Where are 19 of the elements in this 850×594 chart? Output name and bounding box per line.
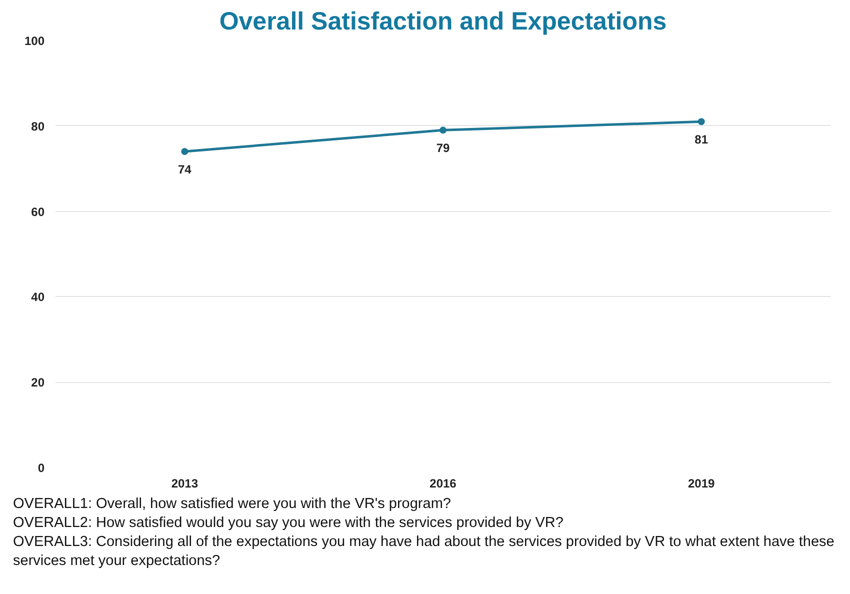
x-tick-label: 2019 xyxy=(688,476,716,490)
y-tick-label: 20 xyxy=(31,376,45,390)
chart-title: Overall Satisfaction and Expectations xyxy=(219,8,667,36)
y-tick-label: 80 xyxy=(31,119,45,134)
x-tick-label: 2016 xyxy=(430,476,457,490)
data-label: 79 xyxy=(436,141,450,156)
point xyxy=(181,148,188,156)
data-label: 74 xyxy=(178,162,192,177)
point xyxy=(698,118,705,126)
data-label: 81 xyxy=(694,132,708,147)
y-tick-label: 40 xyxy=(31,290,45,304)
text: OVERALL1: Overall, how satisfied were you with the VR's program? xyxy=(13,495,452,514)
y-tick-label: 0 xyxy=(38,461,45,475)
text: OVERALL2: How satisfied would you say you were with the services provided by VR? xyxy=(13,514,564,533)
point xyxy=(440,126,446,134)
text: OVERALL3: Considering all of the expectations you may have had about the services provided by VR to what extent have these services met your expectations? xyxy=(13,533,836,571)
x-tick-label: 2013 xyxy=(171,476,198,490)
y-tick-label: 100 xyxy=(24,34,45,48)
y-tick-label: 60 xyxy=(31,204,45,219)
